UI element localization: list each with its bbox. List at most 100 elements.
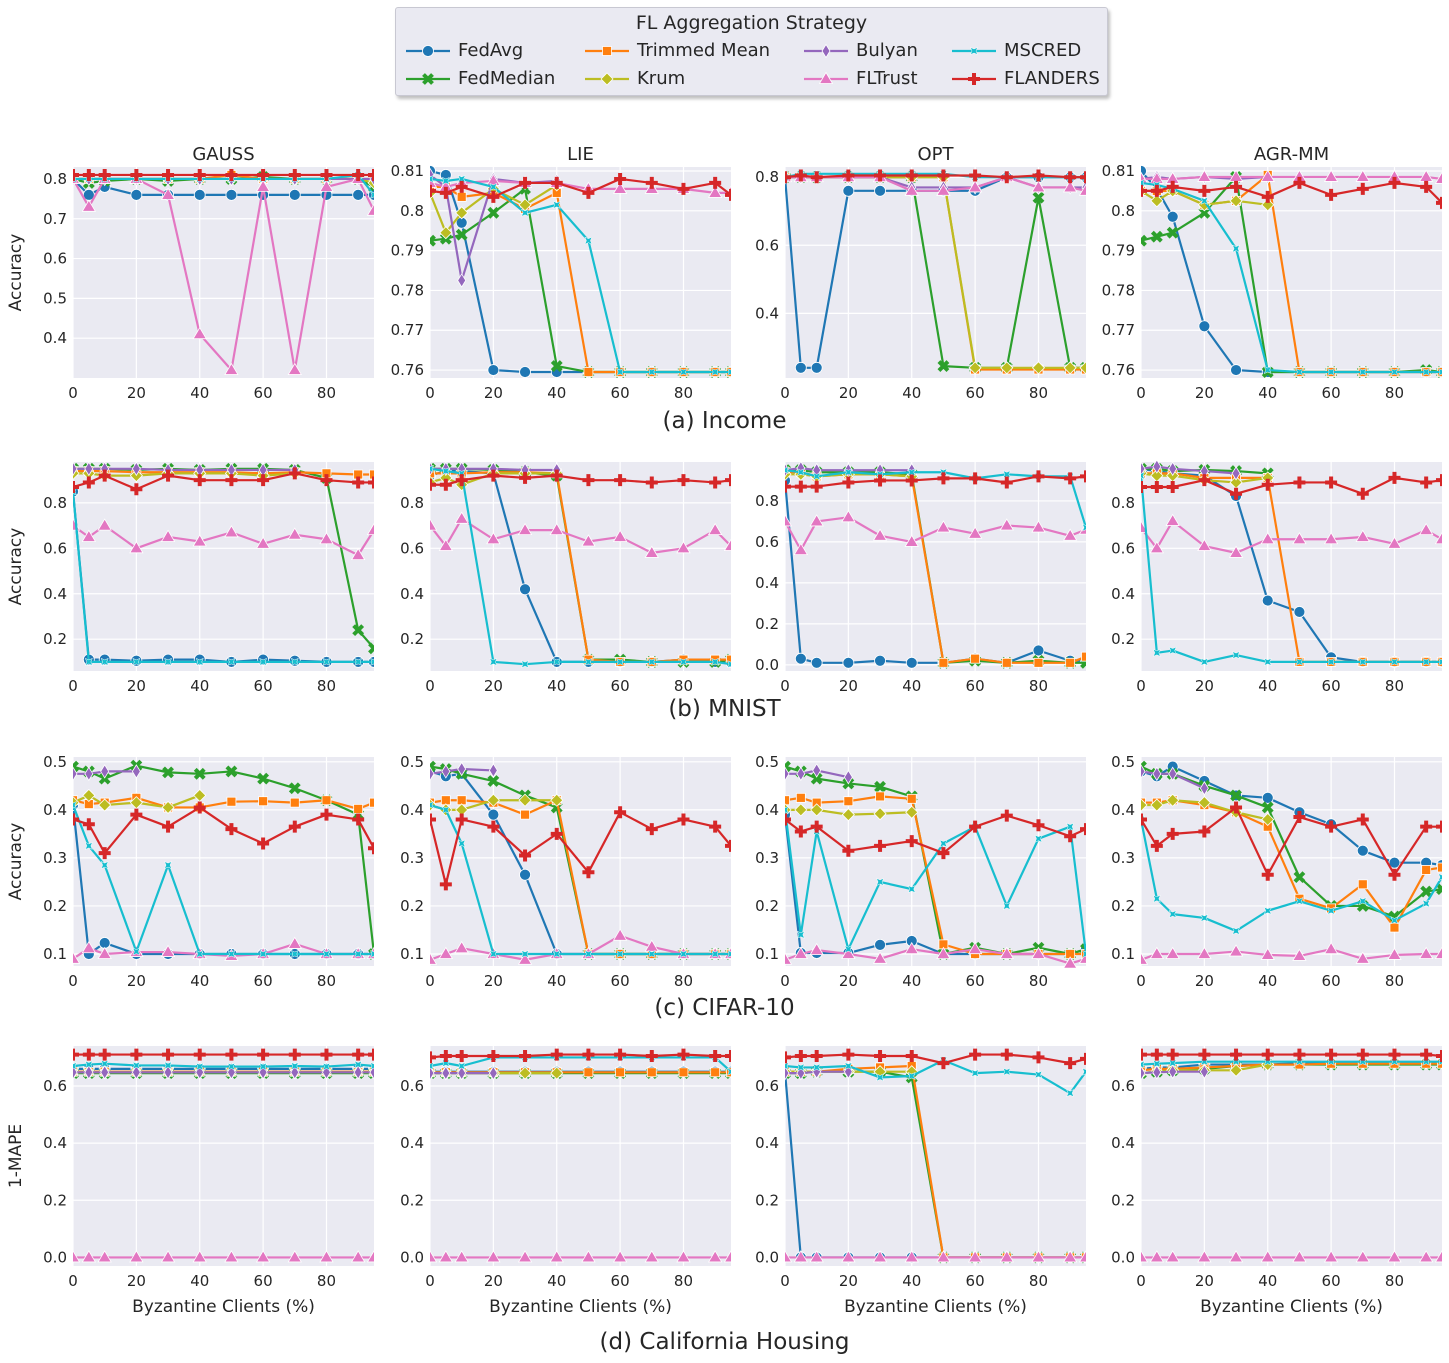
point-fltrust [809,942,824,956]
x-tick-label: 60 [1322,677,1341,695]
point-fltrust [1387,536,1402,549]
y-tick-label: 0.0 [400,1248,424,1266]
point-fltrust [1260,531,1275,545]
point-fedmedian [288,782,301,795]
point-mscred [1295,897,1304,906]
point-trimmed-mean [1421,865,1432,875]
series-fltrust [430,511,731,558]
legend-marker [821,43,831,59]
point-fltrust [1323,941,1339,955]
point-mscred [164,861,173,870]
point-krum [1261,198,1275,212]
point-mscred [1081,949,1086,959]
point-fedmedian [1141,234,1147,247]
point-fltrust [287,527,302,540]
point-fedmedian [193,767,206,780]
point-fltrust [723,538,731,551]
row-caption-cifar10: (c) CIFAR-10 [654,995,795,1021]
point-fltrust [1197,169,1212,182]
x-tick-label: 0 [780,384,790,402]
point-flanders [677,813,690,826]
point-fedavg [288,188,301,201]
point-fedmedian [225,765,238,778]
point-krum [1229,194,1243,208]
point-krum [1229,1063,1243,1077]
point-fltrust [1141,952,1149,965]
point-fltrust [438,946,454,959]
point-mscred [1358,657,1367,666]
point-flanders [162,1048,175,1061]
point-mscred [369,190,374,199]
point-flanders [487,190,500,203]
legend-label: Trimmed Mean [637,40,771,61]
x-tick-label: 60 [1322,972,1341,990]
point-flanders [1064,1057,1077,1070]
point-flanders [257,474,270,487]
legend-title: FL Aggregation Strategy [635,12,868,34]
point-mscred [1034,1070,1043,1079]
point-fedavg [794,652,807,665]
y-tick-label: 0.4 [755,304,779,322]
point-fedmedian [257,772,270,785]
point-mscred [971,1069,980,1078]
y-tick-label: 0.2 [400,897,424,915]
point-mscred [441,805,450,814]
point-fedavg [519,868,531,881]
point-flanders [794,480,807,493]
point-mscred [259,657,268,666]
point-flanders [794,169,807,182]
point-mscred [1422,368,1431,377]
column-title: LIE [567,144,594,165]
legend-marker [422,73,434,85]
y-tick-label: 0.6 [400,539,424,557]
point-fltrust [707,1250,723,1263]
point-flanders [1166,827,1179,840]
point-fedavg [842,184,855,197]
plot-area [1141,1046,1442,1266]
point-mscred [726,660,731,669]
point-flanders [519,176,532,189]
point-fedavg [519,583,531,596]
y-tick-label: 0.2 [1111,897,1135,915]
point-fltrust [1355,1250,1370,1263]
column-title: AGR-MM [1254,144,1329,165]
point-fltrust [904,183,919,196]
plot-area [785,757,1086,966]
line-mscred [430,803,731,956]
point-trimmed-mean [1033,657,1044,668]
point-flanders [288,168,301,181]
point-fltrust [430,952,438,965]
series-bulyan [73,764,141,782]
x-tick-label: 0 [68,384,78,402]
point-mscred [290,657,299,666]
point-bulyan [1152,459,1162,474]
x-tick-label: 60 [966,384,985,402]
line-mscred [785,809,1086,955]
y-tick-label: 0.1 [43,945,67,963]
point-fedmedian [1436,883,1442,896]
point-flanders [1420,476,1433,489]
point-flanders [1150,839,1163,852]
point-bulyan [843,769,853,785]
point-flanders [82,168,95,181]
point-flanders [725,1050,731,1062]
line-mscred [73,173,374,196]
point-fltrust [549,522,564,536]
point-fltrust [1062,1250,1078,1263]
point-mscred [796,468,805,477]
point-flanders [1198,1048,1211,1061]
point-mscred [322,1062,331,1071]
point-flanders [1064,830,1077,843]
point-flanders [1032,470,1045,483]
column-title: OPT [917,144,954,165]
x-tick-label: 60 [254,677,273,695]
x-tick-label: 80 [1385,384,1404,402]
y-tick-label: 0.4 [43,1134,67,1152]
point-flanders [937,847,950,860]
point-flanders [430,184,436,197]
point-flanders [874,169,887,182]
y-tick-label: 0.4 [755,1134,779,1152]
x-tick-label: 60 [254,1272,273,1290]
point-fltrust [81,529,97,542]
point-fedavg [810,656,823,669]
